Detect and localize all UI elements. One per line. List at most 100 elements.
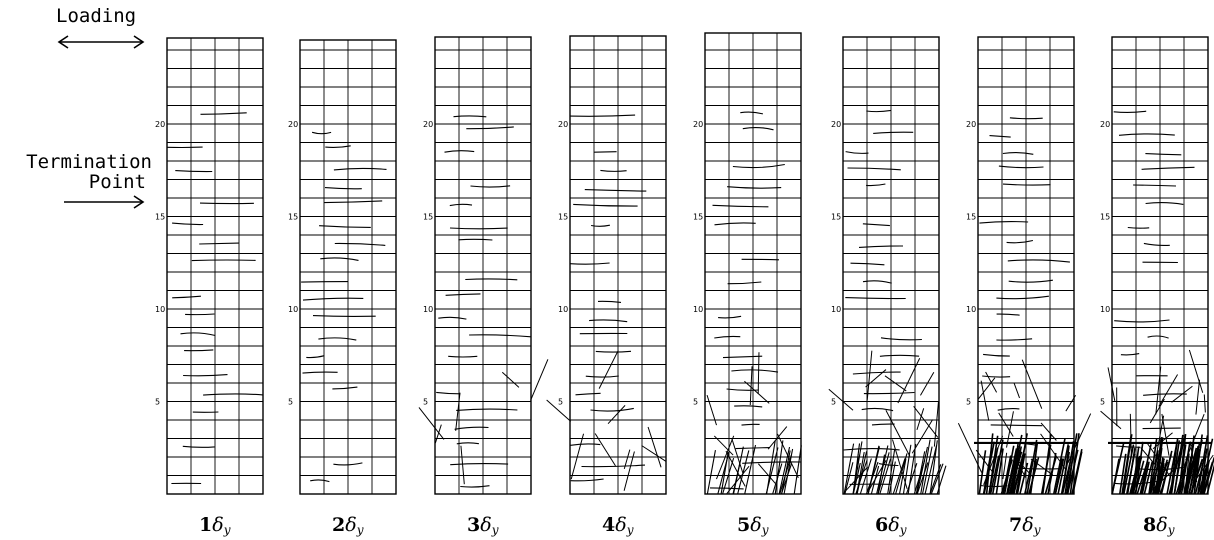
- crack-line: [310, 479, 330, 483]
- height-tick-label: 5: [693, 398, 698, 407]
- crack-line: [302, 371, 338, 374]
- crack-line: [863, 391, 915, 395]
- crack-line: [989, 135, 1011, 138]
- crack-line: [302, 297, 364, 301]
- crack-line: [334, 242, 386, 246]
- cycle-caption-6: 6δy: [875, 514, 906, 537]
- crack-line: [590, 407, 634, 412]
- specimen-column-5: 5 10 15 20: [693, 32, 802, 495]
- shear-crack: [977, 377, 996, 400]
- height-tick-label: 20: [288, 120, 298, 129]
- height-tick-label: 20: [155, 120, 165, 129]
- cycle-number: 8: [1143, 514, 1157, 536]
- shear-crack: [1158, 374, 1178, 407]
- shear-crack: [725, 450, 746, 487]
- crack-line: [735, 447, 771, 450]
- crack-line: [466, 126, 514, 130]
- crack-line: [570, 478, 604, 482]
- crack-line: [996, 338, 1033, 341]
- shear-crack: [980, 380, 990, 421]
- crack-line: [444, 150, 475, 153]
- crack-line: [570, 443, 601, 446]
- shear-crack: [546, 399, 572, 422]
- termination-arrow-icon: [64, 195, 145, 209]
- crack-line: [862, 280, 892, 284]
- crack-line: [1002, 151, 1034, 155]
- crack-line: [203, 393, 264, 396]
- crack-line: [445, 293, 481, 296]
- crack-line: [436, 391, 461, 395]
- crack-line: [866, 109, 892, 113]
- loading-arrow-icon: [57, 35, 145, 49]
- crack-line: [996, 313, 1020, 316]
- shear-crack: [757, 352, 760, 394]
- shear-crack: [455, 392, 461, 431]
- crushed-zone: [843, 439, 947, 495]
- crack-line: [456, 408, 518, 411]
- height-tick-label: 15: [558, 213, 568, 222]
- crack-line: [996, 295, 1049, 300]
- height-tick-label: 5: [423, 398, 428, 407]
- crack-line: [449, 203, 473, 207]
- crack-line: [990, 424, 1043, 427]
- specimen-column-8: 5 10 15 20: [1100, 36, 1214, 495]
- crack-line: [589, 319, 628, 323]
- cycle-number: 4: [602, 514, 616, 536]
- crack-line: [1127, 226, 1150, 229]
- cycle-caption-5: 5δy: [737, 514, 768, 537]
- cycle-number: 3: [467, 514, 481, 536]
- crack-line: [727, 281, 762, 285]
- shear-crack: [713, 435, 734, 456]
- height-tick-label: 20: [558, 120, 568, 129]
- crack-line: [979, 221, 1029, 224]
- height-tick-label: 15: [155, 213, 165, 222]
- crack-line: [998, 165, 1044, 169]
- specimen-column-1: 5 10 15 20: [155, 37, 264, 495]
- crack-line: [1133, 184, 1177, 187]
- height-tick-label: 15: [831, 213, 841, 222]
- shear-crack: [706, 394, 717, 426]
- cycle-caption-8: 8δy: [1143, 514, 1174, 537]
- crack-line: [575, 392, 601, 396]
- shear-crack: [757, 463, 776, 484]
- crack-line: [1007, 259, 1070, 263]
- height-tick-label: 15: [288, 213, 298, 222]
- crack-line: [453, 115, 487, 118]
- crack-line: [585, 375, 619, 378]
- crack-line: [591, 224, 611, 227]
- crack-line: [1147, 335, 1169, 339]
- height-tick-label: 5: [288, 398, 293, 407]
- crack-line: [850, 262, 885, 266]
- cycle-caption-7: 7δy: [1009, 514, 1040, 537]
- yield-subscript: y: [223, 523, 231, 537]
- height-tick-label: 5: [966, 398, 971, 407]
- shear-crack: [1040, 422, 1057, 441]
- height-tick-label: 10: [423, 305, 433, 314]
- shear-crack: [1188, 349, 1204, 393]
- height-tick-label: 10: [155, 305, 165, 314]
- cycle-caption-4: 4δy: [602, 514, 633, 537]
- shear-crack: [1171, 385, 1193, 403]
- crack-line: [584, 189, 647, 192]
- crack-line: [1113, 110, 1147, 113]
- crack-line: [847, 167, 901, 171]
- crack-line: [1118, 133, 1175, 136]
- shear-crack: [570, 433, 585, 480]
- crack-line: [852, 371, 901, 375]
- shear-crack: [460, 445, 465, 485]
- delta-symbol: δ: [345, 514, 357, 536]
- crack-line: [742, 127, 774, 131]
- height-tick-label: 10: [558, 305, 568, 314]
- cycle-caption-2: 2δy: [332, 514, 363, 537]
- shear-crack: [916, 408, 925, 431]
- loading-label: Loading: [56, 5, 137, 27]
- shear-crack: [623, 451, 635, 491]
- crack-line: [199, 242, 239, 245]
- height-tick-label: 5: [831, 398, 836, 407]
- specimen-column-3: 5 10 15 20: [418, 36, 549, 495]
- height-tick-label: 15: [966, 213, 976, 222]
- shear-crack: [1002, 452, 1008, 480]
- height-tick-label: 20: [1100, 120, 1110, 129]
- crack-line: [1136, 466, 1184, 471]
